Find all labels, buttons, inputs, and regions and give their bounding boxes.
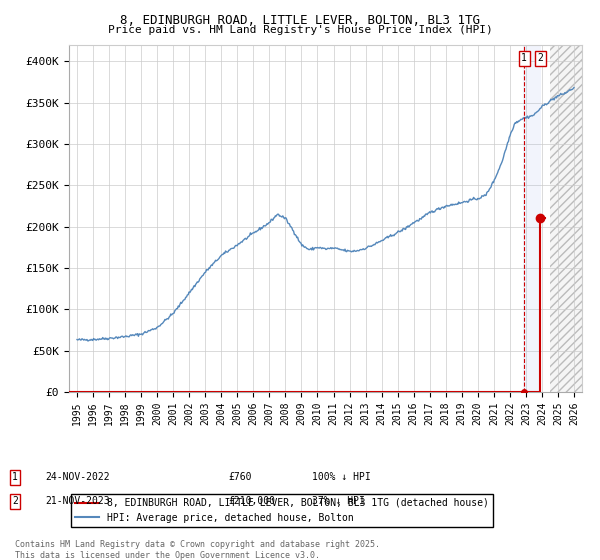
Bar [550, 45, 582, 392]
Text: 1: 1 [521, 54, 527, 63]
Text: Contains HM Land Registry data © Crown copyright and database right 2025.
This d: Contains HM Land Registry data © Crown c… [15, 540, 380, 560]
Text: Price paid vs. HM Land Registry's House Price Index (HPI): Price paid vs. HM Land Registry's House … [107, 25, 493, 35]
Text: 2: 2 [538, 54, 543, 63]
Legend: 8, EDINBURGH ROAD, LITTLE LEVER, BOLTON, BL3 1TG (detached house), HPI: Average : 8, EDINBURGH ROAD, LITTLE LEVER, BOLTON,… [71, 494, 493, 527]
Text: 37% ↓ HPI: 37% ↓ HPI [312, 496, 365, 506]
Text: 8, EDINBURGH ROAD, LITTLE LEVER, BOLTON, BL3 1TG: 8, EDINBURGH ROAD, LITTLE LEVER, BOLTON,… [120, 14, 480, 27]
Text: 100% ↓ HPI: 100% ↓ HPI [312, 472, 371, 482]
Text: 2: 2 [12, 496, 18, 506]
Text: 24-NOV-2022: 24-NOV-2022 [45, 472, 110, 482]
Text: 21-NOV-2023: 21-NOV-2023 [45, 496, 110, 506]
Text: £760: £760 [228, 472, 251, 482]
Bar [523, 45, 541, 392]
Text: 1: 1 [12, 472, 18, 482]
Text: £210,000: £210,000 [228, 496, 275, 506]
